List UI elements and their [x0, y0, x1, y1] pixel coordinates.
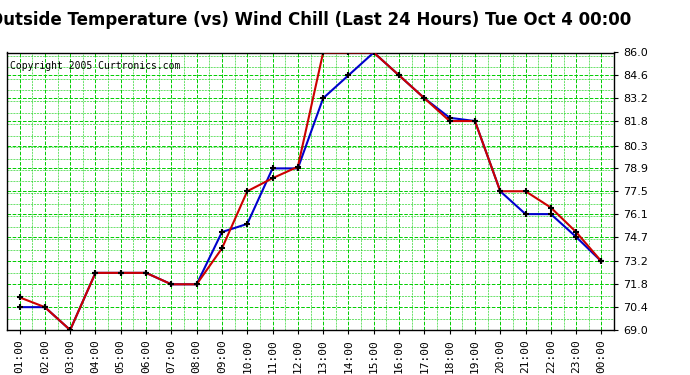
Text: Copyright 2005 Curtronics.com: Copyright 2005 Curtronics.com: [10, 61, 180, 71]
Text: Outside Temperature (vs) Wind Chill (Last 24 Hours) Tue Oct 4 00:00: Outside Temperature (vs) Wind Chill (Las…: [0, 11, 631, 29]
